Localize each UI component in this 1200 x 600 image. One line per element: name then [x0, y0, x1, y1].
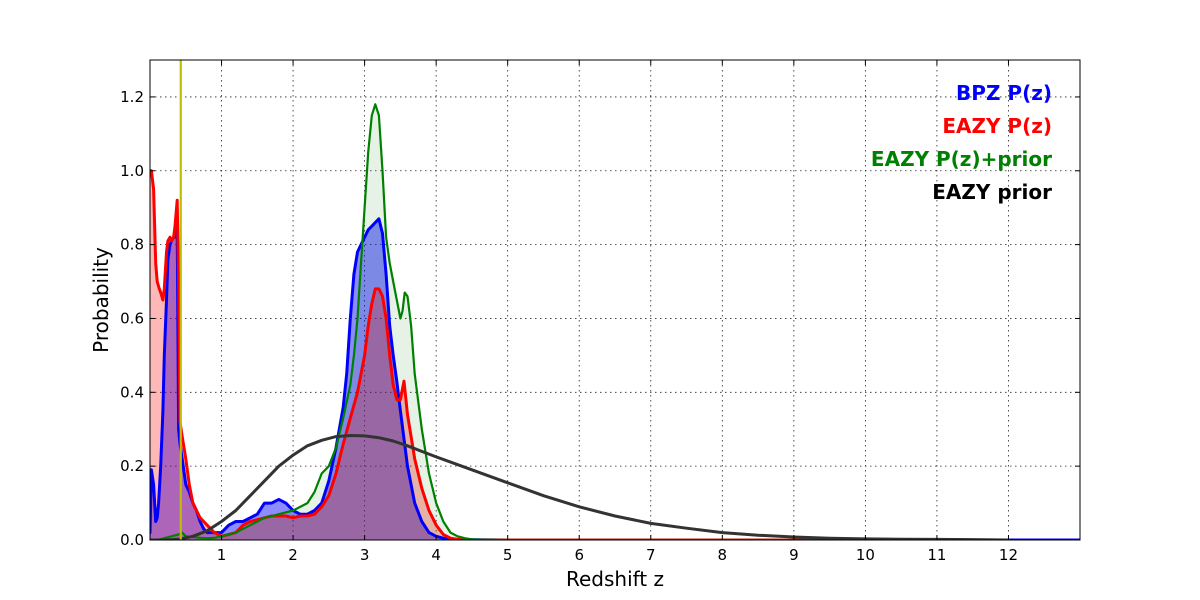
x-tick-label: 7 [646, 546, 656, 564]
x-tick-label: 11 [927, 546, 946, 564]
legend-entry-0: BPZ P(z) [956, 81, 1052, 105]
y-tick-label: 0.6 [120, 309, 144, 327]
series-line-0 [150, 217, 1080, 540]
x-tick-label: 4 [431, 546, 441, 564]
x-tick-label: 8 [718, 546, 728, 564]
y-tick-label: 0.2 [120, 457, 144, 475]
x-tick-label: 5 [503, 546, 513, 564]
x-tick-label: 1 [217, 546, 227, 564]
x-tick-label: 9 [789, 546, 799, 564]
grid-layer [150, 60, 1080, 541]
legend-entry-2: EAZY P(z)+prior [871, 147, 1052, 171]
series-line-2 [150, 103, 1010, 540]
y-tick-label: 1.2 [120, 88, 144, 106]
x-tick-label: 12 [999, 546, 1018, 564]
x-axis-title: Redshift z [566, 567, 664, 591]
series-fill-1 [150, 170, 1009, 540]
y-tick-label: 1.0 [120, 162, 144, 180]
x-tick-label: 2 [288, 546, 298, 564]
legend-entry-1: EAZY P(z) [942, 114, 1052, 138]
plot-frame [149, 59, 1081, 541]
legend-entry-3: EAZY prior [932, 180, 1052, 204]
y-axis-title: Probability [89, 247, 113, 353]
series-line-1 [150, 169, 1010, 540]
y-tick-label: 0.8 [120, 236, 144, 254]
tick-layer: 1 2 3 4 5 6 7 8 9 10 11 120.00.20.40.60.81.01.2 [120, 60, 1080, 564]
series-fill-0 [150, 218, 1080, 540]
legend: BPZ P(z) EAZY P(z) EAZY P(z)+prior EAZY pri… [871, 81, 1052, 204]
y-tick-label: 0.0 [120, 531, 144, 549]
x-tick-label: 10 [856, 546, 875, 564]
y-tick-label: 0.4 [120, 383, 144, 401]
x-tick-label: 6 [574, 546, 584, 564]
x-tick-label: 3 [360, 546, 370, 564]
